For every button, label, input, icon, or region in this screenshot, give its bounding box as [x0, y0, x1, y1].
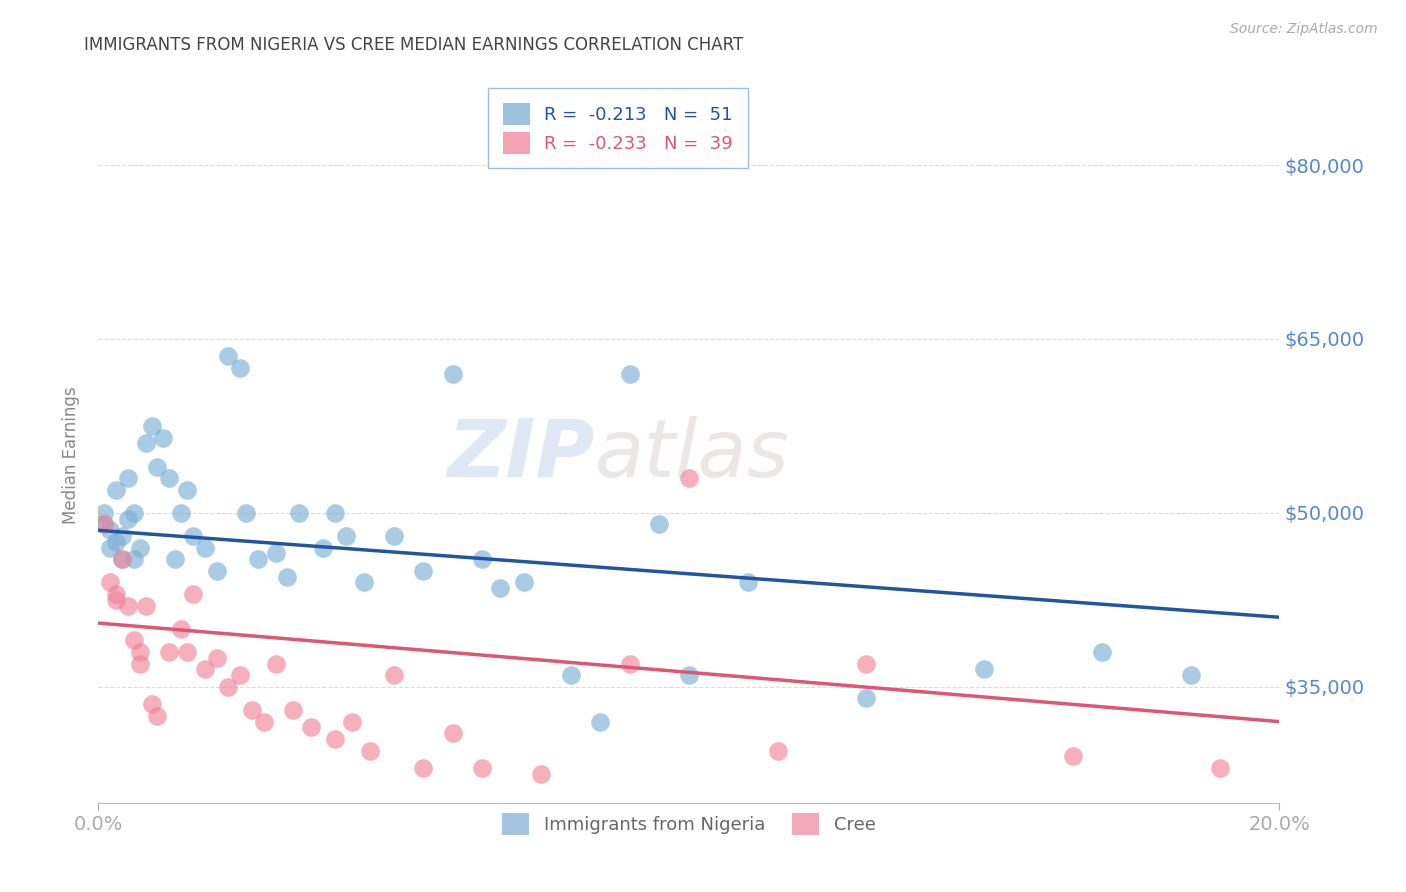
- Text: IMMIGRANTS FROM NIGERIA VS CREE MEDIAN EARNINGS CORRELATION CHART: IMMIGRANTS FROM NIGERIA VS CREE MEDIAN E…: [84, 36, 744, 54]
- Point: [737, 575, 759, 590]
- Point: [240, 703, 263, 717]
- Point: [157, 471, 180, 485]
- Point: [353, 575, 375, 590]
- Point: [146, 459, 169, 474]
- Point: [1180, 668, 1202, 682]
- Point: [235, 506, 257, 520]
- Point: [471, 761, 494, 775]
- Point: [264, 546, 287, 561]
- Point: [128, 657, 150, 671]
- Point: [141, 698, 163, 712]
- Point: [181, 587, 204, 601]
- Point: [170, 506, 193, 520]
- Point: [288, 506, 311, 520]
- Point: [165, 552, 187, 566]
- Point: [217, 349, 239, 364]
- Point: [194, 662, 217, 676]
- Point: [229, 668, 252, 682]
- Point: [98, 575, 121, 590]
- Point: [441, 367, 464, 381]
- Point: [117, 599, 139, 613]
- Point: [359, 744, 381, 758]
- Point: [135, 436, 157, 450]
- Point: [105, 587, 128, 601]
- Point: [560, 668, 582, 682]
- Point: [412, 761, 434, 775]
- Point: [98, 541, 121, 555]
- Point: [299, 721, 322, 735]
- Point: [122, 506, 145, 520]
- Point: [382, 668, 405, 682]
- Point: [93, 517, 115, 532]
- Point: [105, 592, 128, 607]
- Point: [489, 582, 512, 596]
- Text: atlas: atlas: [595, 416, 789, 494]
- Point: [217, 680, 239, 694]
- Point: [678, 668, 700, 682]
- Point: [323, 731, 346, 746]
- Point: [323, 506, 346, 520]
- Point: [766, 744, 789, 758]
- Point: [530, 766, 553, 781]
- Point: [93, 517, 115, 532]
- Point: [264, 657, 287, 671]
- Point: [128, 541, 150, 555]
- Point: [117, 471, 139, 485]
- Point: [589, 714, 612, 729]
- Point: [619, 657, 641, 671]
- Point: [648, 517, 671, 532]
- Point: [246, 552, 269, 566]
- Point: [412, 564, 434, 578]
- Point: [146, 708, 169, 723]
- Text: Source: ZipAtlas.com: Source: ZipAtlas.com: [1230, 22, 1378, 37]
- Point: [128, 645, 150, 659]
- Point: [253, 714, 276, 729]
- Point: [1062, 749, 1084, 764]
- Point: [117, 511, 139, 525]
- Point: [855, 691, 877, 706]
- Point: [181, 529, 204, 543]
- Point: [205, 651, 228, 665]
- Point: [678, 471, 700, 485]
- Point: [176, 645, 198, 659]
- Point: [471, 552, 494, 566]
- Point: [122, 552, 145, 566]
- Point: [855, 657, 877, 671]
- Point: [93, 506, 115, 520]
- Point: [111, 552, 134, 566]
- Point: [512, 575, 534, 590]
- Point: [276, 570, 298, 584]
- Point: [1209, 761, 1232, 775]
- Point: [973, 662, 995, 676]
- Point: [122, 633, 145, 648]
- Point: [105, 534, 128, 549]
- Point: [135, 599, 157, 613]
- Point: [342, 714, 364, 729]
- Point: [194, 541, 217, 555]
- Point: [152, 430, 174, 444]
- Point: [1091, 645, 1114, 659]
- Point: [205, 564, 228, 578]
- Point: [157, 645, 180, 659]
- Text: ZIP: ZIP: [447, 416, 595, 494]
- Point: [98, 523, 121, 537]
- Point: [105, 483, 128, 497]
- Point: [229, 360, 252, 375]
- Point: [382, 529, 405, 543]
- Point: [176, 483, 198, 497]
- Point: [441, 726, 464, 740]
- Point: [111, 552, 134, 566]
- Point: [312, 541, 335, 555]
- Point: [111, 529, 134, 543]
- Point: [141, 418, 163, 433]
- Point: [170, 622, 193, 636]
- Point: [283, 703, 305, 717]
- Y-axis label: Median Earnings: Median Earnings: [62, 386, 80, 524]
- Legend: Immigrants from Nigeria, Cree: Immigrants from Nigeria, Cree: [495, 806, 883, 842]
- Point: [335, 529, 357, 543]
- Point: [619, 367, 641, 381]
